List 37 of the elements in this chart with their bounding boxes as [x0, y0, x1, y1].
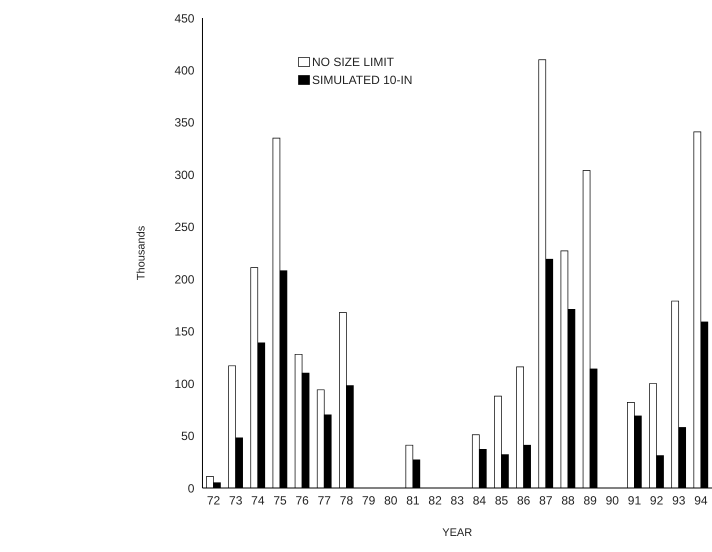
y-tick-label: 200	[174, 272, 195, 286]
y-tick-label: 50	[181, 429, 195, 444]
x-tick-label: 90	[606, 494, 620, 508]
y-tick-label: 150	[174, 324, 195, 339]
y-tick-label: 250	[174, 220, 195, 234]
x-axis-title: YEAR	[442, 527, 472, 539]
x-tick-label: 85	[494, 494, 509, 508]
y-tick-label: 100	[174, 376, 195, 391]
x-tick-label: 82	[428, 494, 442, 508]
x-tick-label: 89	[583, 494, 598, 508]
x-tick-label: 77	[318, 494, 332, 508]
x-tick-label: 72	[206, 494, 221, 508]
x-tick-label: 75	[273, 494, 287, 508]
x-tick-label: 86	[517, 494, 531, 508]
x-tick-label: 93	[672, 494, 686, 508]
legend-label: NO SIZE LIMIT	[312, 54, 394, 71]
x-tick-label: 73	[229, 494, 243, 508]
y-tick-label: 450	[174, 11, 195, 26]
x-tick-label: 84	[472, 494, 486, 508]
x-tick-label: 88	[561, 494, 575, 508]
x-tick-label: 79	[362, 494, 376, 508]
x-tick-label: 80	[384, 494, 398, 508]
y-tick-label: 400	[174, 63, 195, 78]
y-axis-title: Thousands	[135, 225, 148, 280]
x-tick-label: 94	[694, 494, 708, 508]
y-tick-label: 300	[174, 168, 195, 182]
x-tick-label: 91	[628, 494, 642, 508]
y-tick-label: 350	[174, 116, 195, 130]
x-tick-label: 74	[251, 494, 265, 508]
x-tick-label: 83	[450, 494, 464, 508]
x-tick-label: 81	[406, 494, 420, 508]
x-tick-label: 87	[539, 494, 553, 508]
legend-label: SIMULATED 10-IN	[312, 72, 412, 89]
x-tick-label: 78	[340, 494, 354, 508]
y-tick-label: 0	[188, 481, 195, 496]
x-tick-label: 92	[650, 494, 664, 508]
x-tick-label: 76	[295, 494, 310, 508]
